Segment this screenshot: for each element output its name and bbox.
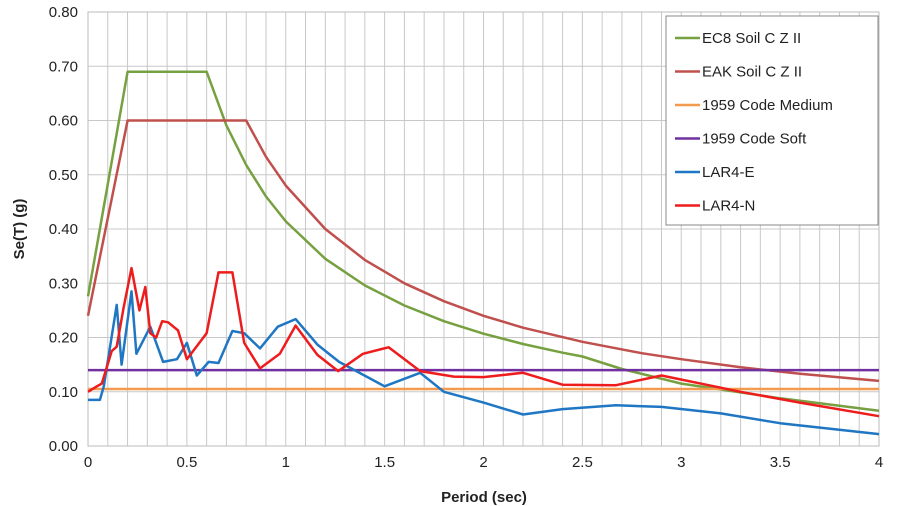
x-axis-label: Period (sec) (441, 489, 527, 506)
y-tick-label: 0.60 (49, 113, 78, 130)
x-tick-label: 4 (875, 454, 883, 471)
y-tick-label: 0.30 (49, 275, 78, 292)
y-axis-ticks: 0.00 0.10 0.20 0.30 0.40 0.50 0.60 0.70 0.80 (49, 4, 78, 455)
y-tick-label: 0.50 (49, 167, 78, 184)
legend-label: 1959 Code Medium (702, 97, 833, 114)
x-tick-label: 2.5 (572, 454, 593, 471)
series-line-lar4-e (88, 290, 880, 436)
y-tick-label: 0.10 (49, 384, 78, 401)
legend-label: EC8 Soil C Z II (702, 30, 801, 47)
y-tick-label: 0.20 (49, 330, 78, 347)
series-lines (86, 70, 880, 436)
legend-label: 1959 Code Soft (702, 131, 807, 148)
y-tick-label: 0.00 (49, 438, 78, 455)
legend-box (665, 15, 879, 226)
y-tick-label: 0.70 (49, 58, 78, 75)
series-line-eak-soil-c-z-ii (86, 119, 880, 383)
x-tick-label: 1.5 (374, 454, 395, 471)
x-tick-label: 0.5 (176, 454, 197, 471)
series-line-lar4-n (87, 266, 880, 418)
x-axis-ticks: 0 0.5 1 1.5 2 2.5 3 3.5 4 (84, 454, 883, 471)
y-axis-label: Se(T) (g) (11, 199, 28, 260)
legend-label: LAR4-E (702, 164, 755, 181)
x-tick-label: 3 (677, 454, 685, 471)
x-tick-label: 1 (282, 454, 290, 471)
y-tick-label: 0.80 (49, 4, 78, 21)
y-tick-label: 0.40 (49, 221, 78, 238)
x-tick-label: 3.5 (770, 454, 791, 471)
legend-label: LAR4-N (702, 198, 755, 215)
x-tick-label: 0 (84, 454, 92, 471)
x-tick-label: 2 (479, 454, 487, 471)
legend-label: EAK Soil C Z II (702, 64, 802, 81)
plot-area (87, 11, 880, 447)
legend: EC8 Soil C Z II EAK Soil C Z II 1959 Code … (665, 15, 879, 226)
